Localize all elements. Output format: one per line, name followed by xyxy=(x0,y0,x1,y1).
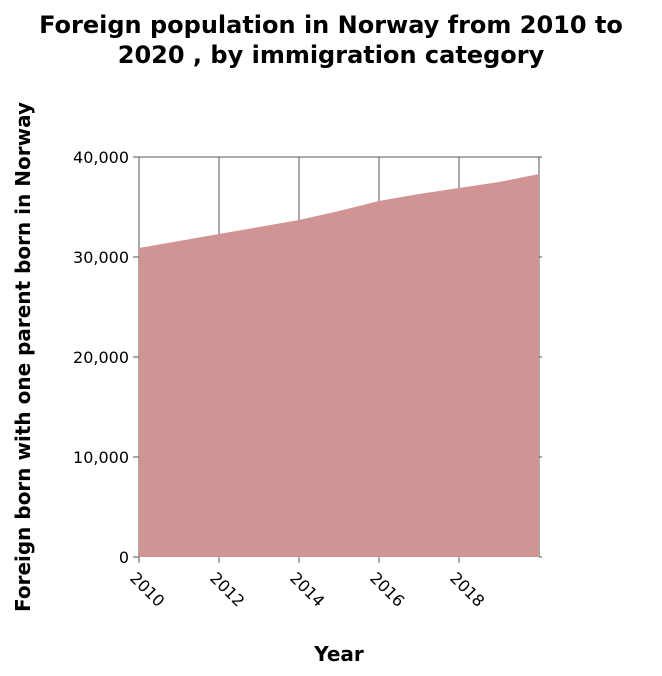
chart-title-line-2: 2020 , by immigration category xyxy=(118,41,545,69)
x-tick-label: 2010 xyxy=(126,568,168,610)
y-axis-label: Foreign born with one parent born in Nor… xyxy=(11,102,35,612)
x-tick-label: 2014 xyxy=(286,568,328,610)
y-tick-label: 20,000 xyxy=(73,348,129,367)
x-tick-label: 2016 xyxy=(366,568,408,610)
y-tick-label: 30,000 xyxy=(73,248,129,267)
y-tick-label: 0 xyxy=(119,548,129,567)
x-axis-label: Year xyxy=(313,642,364,666)
x-tick-label: 2012 xyxy=(206,568,248,610)
area-layer xyxy=(139,174,539,557)
x-axis: 2010 2012 2014 2016 2018 xyxy=(126,557,488,611)
y-tick-label: 40,000 xyxy=(73,148,129,167)
y-axis: 0 10,000 20,000 30,000 40,000 xyxy=(73,148,542,567)
y-tick-label: 10,000 xyxy=(73,448,129,467)
x-tick-label: 2018 xyxy=(446,568,488,610)
chart-title-line-1: Foreign population in Norway from 2010 t… xyxy=(39,11,623,39)
area-series xyxy=(139,174,539,557)
